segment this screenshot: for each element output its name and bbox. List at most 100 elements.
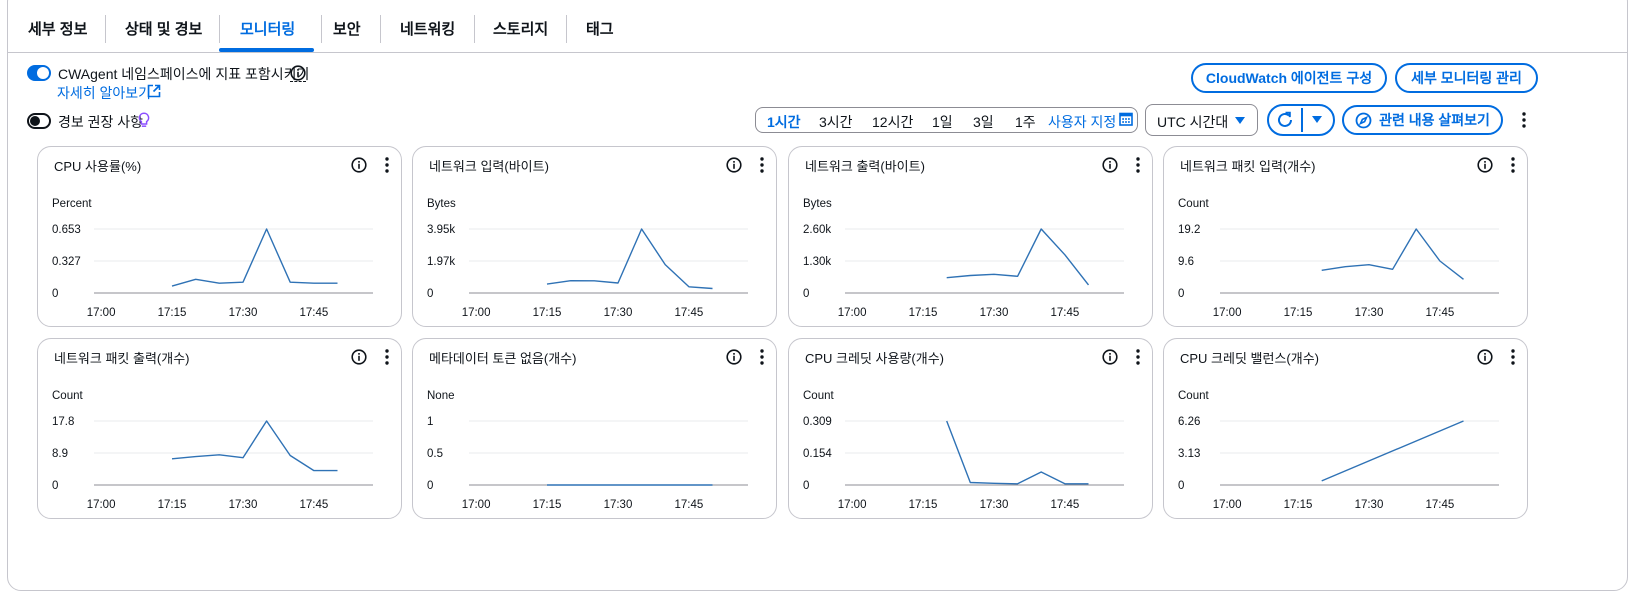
y-axis-unit: Count (1178, 198, 1209, 210)
tab-networking[interactable]: 네트워킹 (400, 21, 456, 38)
range-1d[interactable]: 1일 (932, 114, 953, 130)
y-tick-label: 6.26 (1178, 416, 1200, 428)
y-axis-unit: None (427, 390, 455, 402)
info-icon[interactable] (1102, 349, 1118, 365)
x-tick-label: 17:45 (674, 499, 703, 511)
cwagent-label: CWAgent 네임스페이스에 지표 포함시키기 (58, 66, 310, 82)
x-tick-label: 17:30 (1355, 307, 1384, 319)
learn-more-link[interactable]: 자세히 알아보기 (57, 85, 152, 101)
x-tick-label: 17:45 (299, 499, 328, 511)
chart-title: CPU 크레딧 밸런스(개수) (1180, 351, 1320, 366)
range-custom[interactable]: 사용자 지정 (1048, 114, 1117, 130)
range-1h[interactable]: 1시간 (767, 114, 801, 130)
cwagent-toggle[interactable] (27, 65, 51, 81)
caret-down-icon (1235, 117, 1245, 124)
tab-divider (321, 15, 322, 43)
y-tick-label: 8.9 (52, 448, 68, 460)
line-chart: 19.2 9.6 0 17:00 17:15 17:30 17:45 (1178, 224, 1499, 319)
y-axis-unit: Bytes (803, 198, 832, 210)
chart-title: CPU 크레딧 사용량(개수) (805, 351, 945, 366)
range-3h[interactable]: 3시간 (819, 114, 853, 130)
chart-title: 네트워크 입력(바이트) (429, 159, 549, 174)
x-tick-label: 17:15 (1284, 307, 1313, 319)
x-tick-label: 17:45 (1050, 307, 1079, 319)
x-tick-label: 17:45 (1425, 307, 1454, 319)
active-tab-indicator (219, 48, 314, 52)
y-tick-label: 1.30k (803, 256, 831, 268)
alarm-recommendations-toggle[interactable] (27, 113, 51, 129)
series-line (1321, 228, 1464, 280)
timezone-select[interactable]: UTC 시간대 (1145, 104, 1258, 136)
tab-details[interactable]: 세부 정보 (28, 21, 88, 38)
chart-title: 네트워크 패킷 출력(개수) (54, 351, 190, 366)
info-icon[interactable] (726, 349, 742, 365)
y-tick-label: 0.327 (52, 256, 81, 268)
info-icon[interactable] (1477, 157, 1493, 173)
tab-divider (566, 15, 567, 43)
metric-card: CPU 크레딧 밸런스(개수) Count 6.26 3.13 0 17:00 17:15 1… (1163, 338, 1528, 519)
y-axis-unit: Count (1178, 390, 1209, 402)
explore-related-button[interactable]: 관련 내용 살펴보기 (1342, 105, 1503, 135)
cloudwatch-agent-button[interactable]: CloudWatch 에이전트 구성 (1191, 63, 1387, 93)
y-tick-label: 0 (803, 480, 809, 492)
x-tick-label: 17:00 (1213, 307, 1242, 319)
metric-card: 네트워크 패킷 입력(개수) Count 19.2 9.6 0 17:00 17:15 17:… (1163, 146, 1528, 327)
line-chart: 1 0.5 0 17:00 17:15 17:30 17:45 (427, 416, 748, 511)
calendar-icon[interactable] (1119, 112, 1133, 126)
y-tick-label: 0.653 (52, 224, 81, 236)
y-tick-label: 0 (1178, 288, 1184, 300)
info-icon[interactable] (351, 157, 367, 173)
info-icon[interactable] (726, 157, 742, 173)
range-12h[interactable]: 12시간 (872, 114, 914, 130)
info-icon[interactable] (290, 65, 306, 81)
more-vertical-icon[interactable] (381, 156, 393, 174)
x-tick-label: 17:45 (1425, 499, 1454, 511)
tab-status-alarms[interactable]: 상태 및 경보 (125, 21, 203, 38)
more-vertical-icon[interactable] (1519, 111, 1529, 129)
chart-title: 메타데이터 토큰 없음(개수) (429, 351, 577, 366)
more-vertical-icon[interactable] (1132, 348, 1144, 366)
more-vertical-icon[interactable] (1507, 156, 1519, 174)
range-3d[interactable]: 3일 (973, 114, 994, 130)
metric-card: CPU 사용률(%) Percent 0.653 0.327 0 17:00 17:15 17… (37, 146, 402, 327)
y-tick-label: 0 (427, 288, 433, 300)
y-tick-label: 0.154 (803, 448, 832, 460)
caret-down-icon[interactable] (1311, 115, 1323, 124)
metric-card: 메타데이터 토큰 없음(개수) None 1 0.5 0 17:00 17:15 17:30 1… (412, 338, 777, 519)
y-tick-label: 3.13 (1178, 448, 1200, 460)
tab-security[interactable]: 보안 (333, 21, 361, 38)
y-axis-unit: Count (803, 390, 834, 402)
split-divider (1301, 108, 1303, 132)
range-1w[interactable]: 1주 (1015, 114, 1036, 130)
info-icon[interactable] (1477, 349, 1493, 365)
y-axis-unit: Bytes (427, 198, 456, 210)
x-tick-label: 17:15 (1284, 499, 1313, 511)
metric-card: 네트워크 입력(바이트) Bytes 3.95k 1.97k 0 17:00 17:15 17… (412, 146, 777, 327)
y-tick-label: 1 (427, 416, 433, 428)
tab-tags[interactable]: 태그 (586, 21, 614, 38)
refresh-icon[interactable] (1276, 111, 1294, 129)
info-icon[interactable] (351, 349, 367, 365)
x-tick-label: 17:45 (299, 307, 328, 319)
tab-divider (380, 15, 381, 43)
more-vertical-icon[interactable] (756, 348, 768, 366)
x-tick-label: 17:00 (87, 499, 116, 511)
info-icon[interactable] (1102, 157, 1118, 173)
series-line (171, 228, 338, 287)
x-tick-label: 17:45 (674, 307, 703, 319)
line-chart: 2.60k 1.30k 0 17:00 17:15 17:30 17:45 (803, 224, 1124, 319)
tab-storage[interactable]: 스토리지 (493, 21, 549, 38)
more-vertical-icon[interactable] (1507, 348, 1519, 366)
y-tick-label: 0 (803, 288, 809, 300)
x-tick-label: 17:15 (533, 499, 562, 511)
tab-divider (219, 15, 220, 43)
more-vertical-icon[interactable] (381, 348, 393, 366)
x-tick-label: 17:30 (229, 499, 258, 511)
more-vertical-icon[interactable] (756, 156, 768, 174)
y-tick-label: 17.8 (52, 416, 74, 428)
detailed-monitoring-button[interactable]: 세부 모니터링 관리 (1395, 63, 1538, 93)
more-vertical-icon[interactable] (1132, 156, 1144, 174)
line-chart: 17.8 8.9 0 17:00 17:15 17:30 17:45 (52, 416, 373, 511)
tab-monitoring[interactable]: 모니터링 (240, 21, 296, 38)
y-tick-label: 0 (427, 480, 433, 492)
